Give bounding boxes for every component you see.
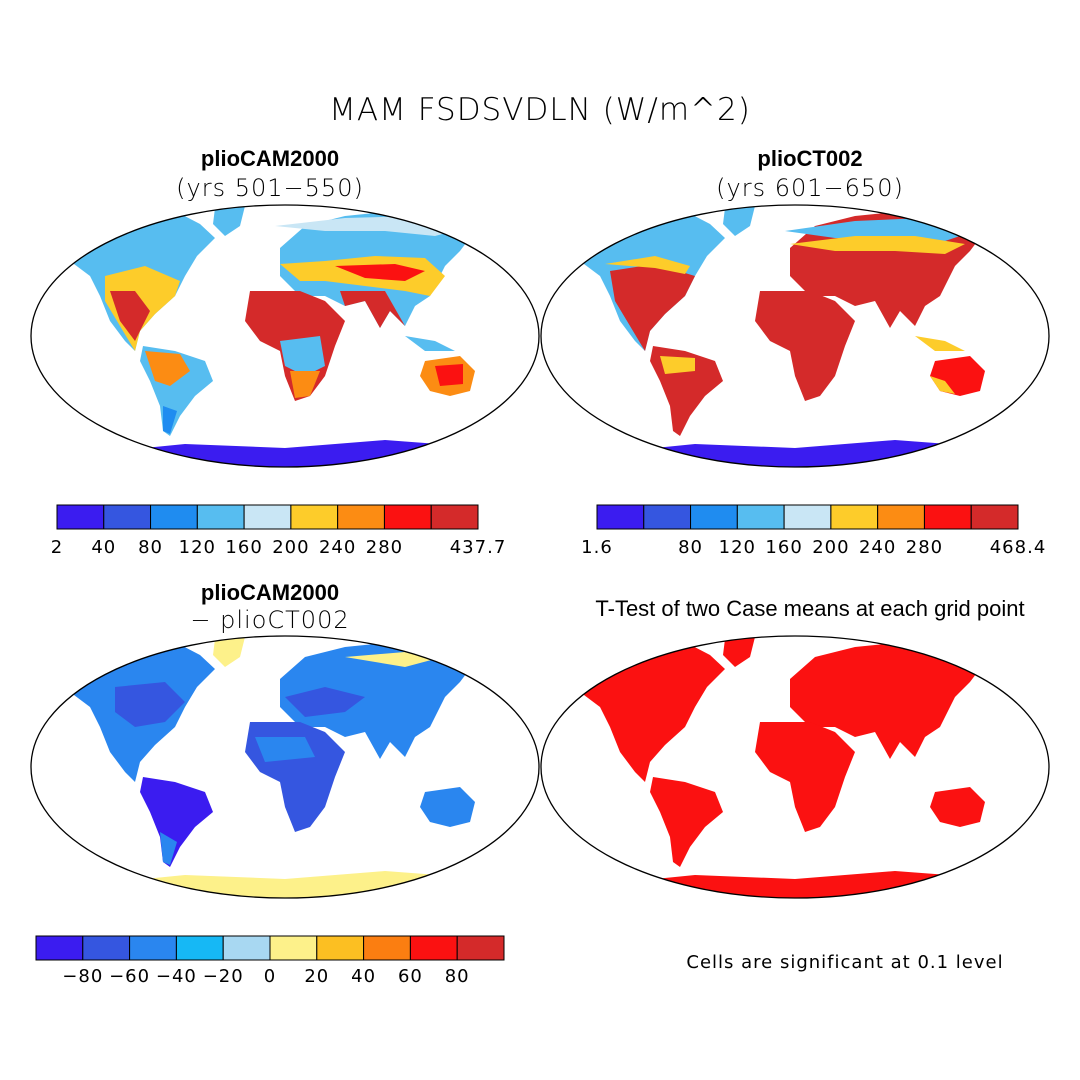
cb1-swatch-4 [243, 504, 292, 530]
cb3-swatch-7 [363, 935, 411, 961]
significance-note: Cells are significant at 0.1 level [686, 952, 1004, 973]
cb2-label-5: 240 [859, 537, 896, 558]
panel-bl-subtitle: − plioCT002 [190, 606, 350, 634]
cb1-swatch-1 [103, 504, 152, 530]
cb3-swatch-1 [82, 935, 131, 961]
cb3-swatch-3 [175, 935, 224, 961]
cb2-swatch-4 [783, 504, 832, 530]
cb2-label-3: 160 [765, 537, 802, 558]
cb2-swatch-8 [970, 504, 1019, 530]
cb1-swatch-8 [430, 504, 479, 530]
cb3-swatch-5 [269, 935, 318, 961]
cb3-label-1: −60 [109, 966, 150, 987]
panel-tl-title: plioCAM2000 [200, 146, 340, 171]
panel-tl-subtitle: (yrs 501−550) [176, 174, 364, 202]
cb1-swatch-7 [383, 504, 432, 530]
cb3-label-5: 20 [304, 966, 329, 987]
colorbar-top-left: 2 40 80 120 160 200 240 280 437.7 [51, 504, 507, 558]
cb1-label-5: 200 [272, 537, 309, 558]
colorbar-top-right: 1.6 80 120 160 200 240 280 468.4 [581, 504, 1047, 558]
cb1-label-6: 240 [319, 537, 356, 558]
cb3-label-8: 80 [445, 966, 470, 987]
cb2-label-6: 280 [906, 537, 943, 558]
cb3-label-3: −20 [203, 966, 244, 987]
cb1-label-0: 2 [51, 537, 63, 558]
cb3-label-0: −80 [62, 966, 103, 987]
cb3-swatch-0 [35, 935, 84, 961]
map-panel-bl [30, 635, 540, 899]
cb3-swatch-8 [409, 935, 458, 961]
cb3-label-6: 40 [351, 966, 376, 987]
cb2-swatch-1 [643, 504, 692, 530]
panel-bl-title: plioCAM2000 [200, 580, 340, 605]
cb1-label-4: 160 [225, 537, 262, 558]
cb1-label-8: 437.7 [450, 537, 507, 558]
cb3-label-7: 60 [398, 966, 423, 987]
cb2-swatch-2 [690, 504, 738, 530]
panel-tr-title: plioCT002 [757, 146, 863, 171]
map-panel-tl [30, 204, 540, 468]
map-panel-br [540, 635, 1050, 899]
panel-br-title: T-Test of two Case means at each grid po… [595, 596, 1025, 621]
colorbar-bottom-left: −80 −60 −40 −20 0 20 40 60 80 [35, 935, 505, 987]
cb1-swatch-6 [337, 504, 385, 530]
cb2-label-0: 1.6 [581, 537, 613, 558]
cb2-label-2: 120 [719, 537, 756, 558]
cb2-swatch-6 [877, 504, 925, 530]
cb2-label-1: 80 [678, 537, 703, 558]
cb2-swatch-3 [736, 504, 785, 530]
panel-tr-subtitle: (yrs 601−650) [716, 174, 904, 202]
cb3-swatch-2 [129, 935, 177, 961]
cb3-swatch-9 [456, 935, 505, 961]
cb3-label-4: 0 [264, 966, 276, 987]
cb2-swatch-0 [596, 504, 645, 530]
cb2-swatch-7 [923, 504, 972, 530]
figure-title: MAM FSDSVDLN (W/m^2) [329, 92, 751, 128]
cb2-label-4: 200 [812, 537, 849, 558]
cb1-label-3: 120 [179, 537, 216, 558]
cb1-swatch-5 [290, 504, 339, 530]
cb1-swatch-0 [56, 504, 105, 530]
cb1-label-2: 80 [138, 537, 163, 558]
cb2-label-7: 468.4 [990, 537, 1047, 558]
cb1-swatch-2 [150, 504, 198, 530]
cb2-swatch-5 [830, 504, 879, 530]
cb3-swatch-4 [222, 935, 271, 961]
cb3-label-2: −40 [156, 966, 197, 987]
cb3-swatch-6 [316, 935, 365, 961]
cb1-label-7: 280 [366, 537, 403, 558]
cb1-swatch-3 [196, 504, 245, 530]
map-panel-tr [540, 204, 1050, 468]
cb1-label-1: 40 [91, 537, 116, 558]
